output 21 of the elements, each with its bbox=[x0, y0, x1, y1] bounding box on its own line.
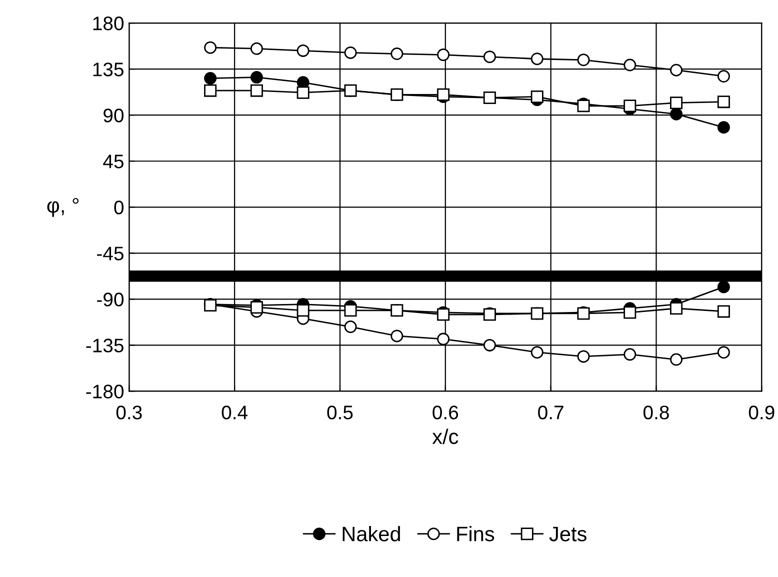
y-tick-label: -135 bbox=[86, 338, 124, 352]
y-tick-label: 90 bbox=[104, 108, 124, 122]
y-tick-label: -45 bbox=[97, 246, 124, 260]
x-tick-label: 0.8 bbox=[643, 406, 669, 420]
y-axis-title: φ, ° bbox=[47, 198, 79, 217]
y-tick-label: 135 bbox=[93, 62, 124, 76]
y-tick-label: 0 bbox=[114, 200, 124, 214]
x-tick-label: 0.5 bbox=[327, 406, 353, 420]
y-tick-label: -180 bbox=[86, 384, 124, 398]
x-tick-label: 0.6 bbox=[432, 406, 458, 420]
legend-label: Naked bbox=[342, 526, 400, 542]
x-tick-label: 0.9 bbox=[748, 406, 774, 420]
x-tick-label: 0.7 bbox=[538, 406, 564, 420]
x-tick-label: 0.4 bbox=[222, 406, 248, 420]
legend-label: Fins bbox=[457, 526, 494, 542]
x-tick-label: 0.3 bbox=[116, 406, 142, 420]
y-tick-label: 180 bbox=[93, 16, 124, 30]
legend-label: Jets bbox=[549, 526, 586, 542]
y-tick-label: 45 bbox=[103, 154, 124, 168]
y-tick-label: -90 bbox=[97, 292, 124, 306]
x-axis-title: x/c bbox=[432, 428, 458, 444]
